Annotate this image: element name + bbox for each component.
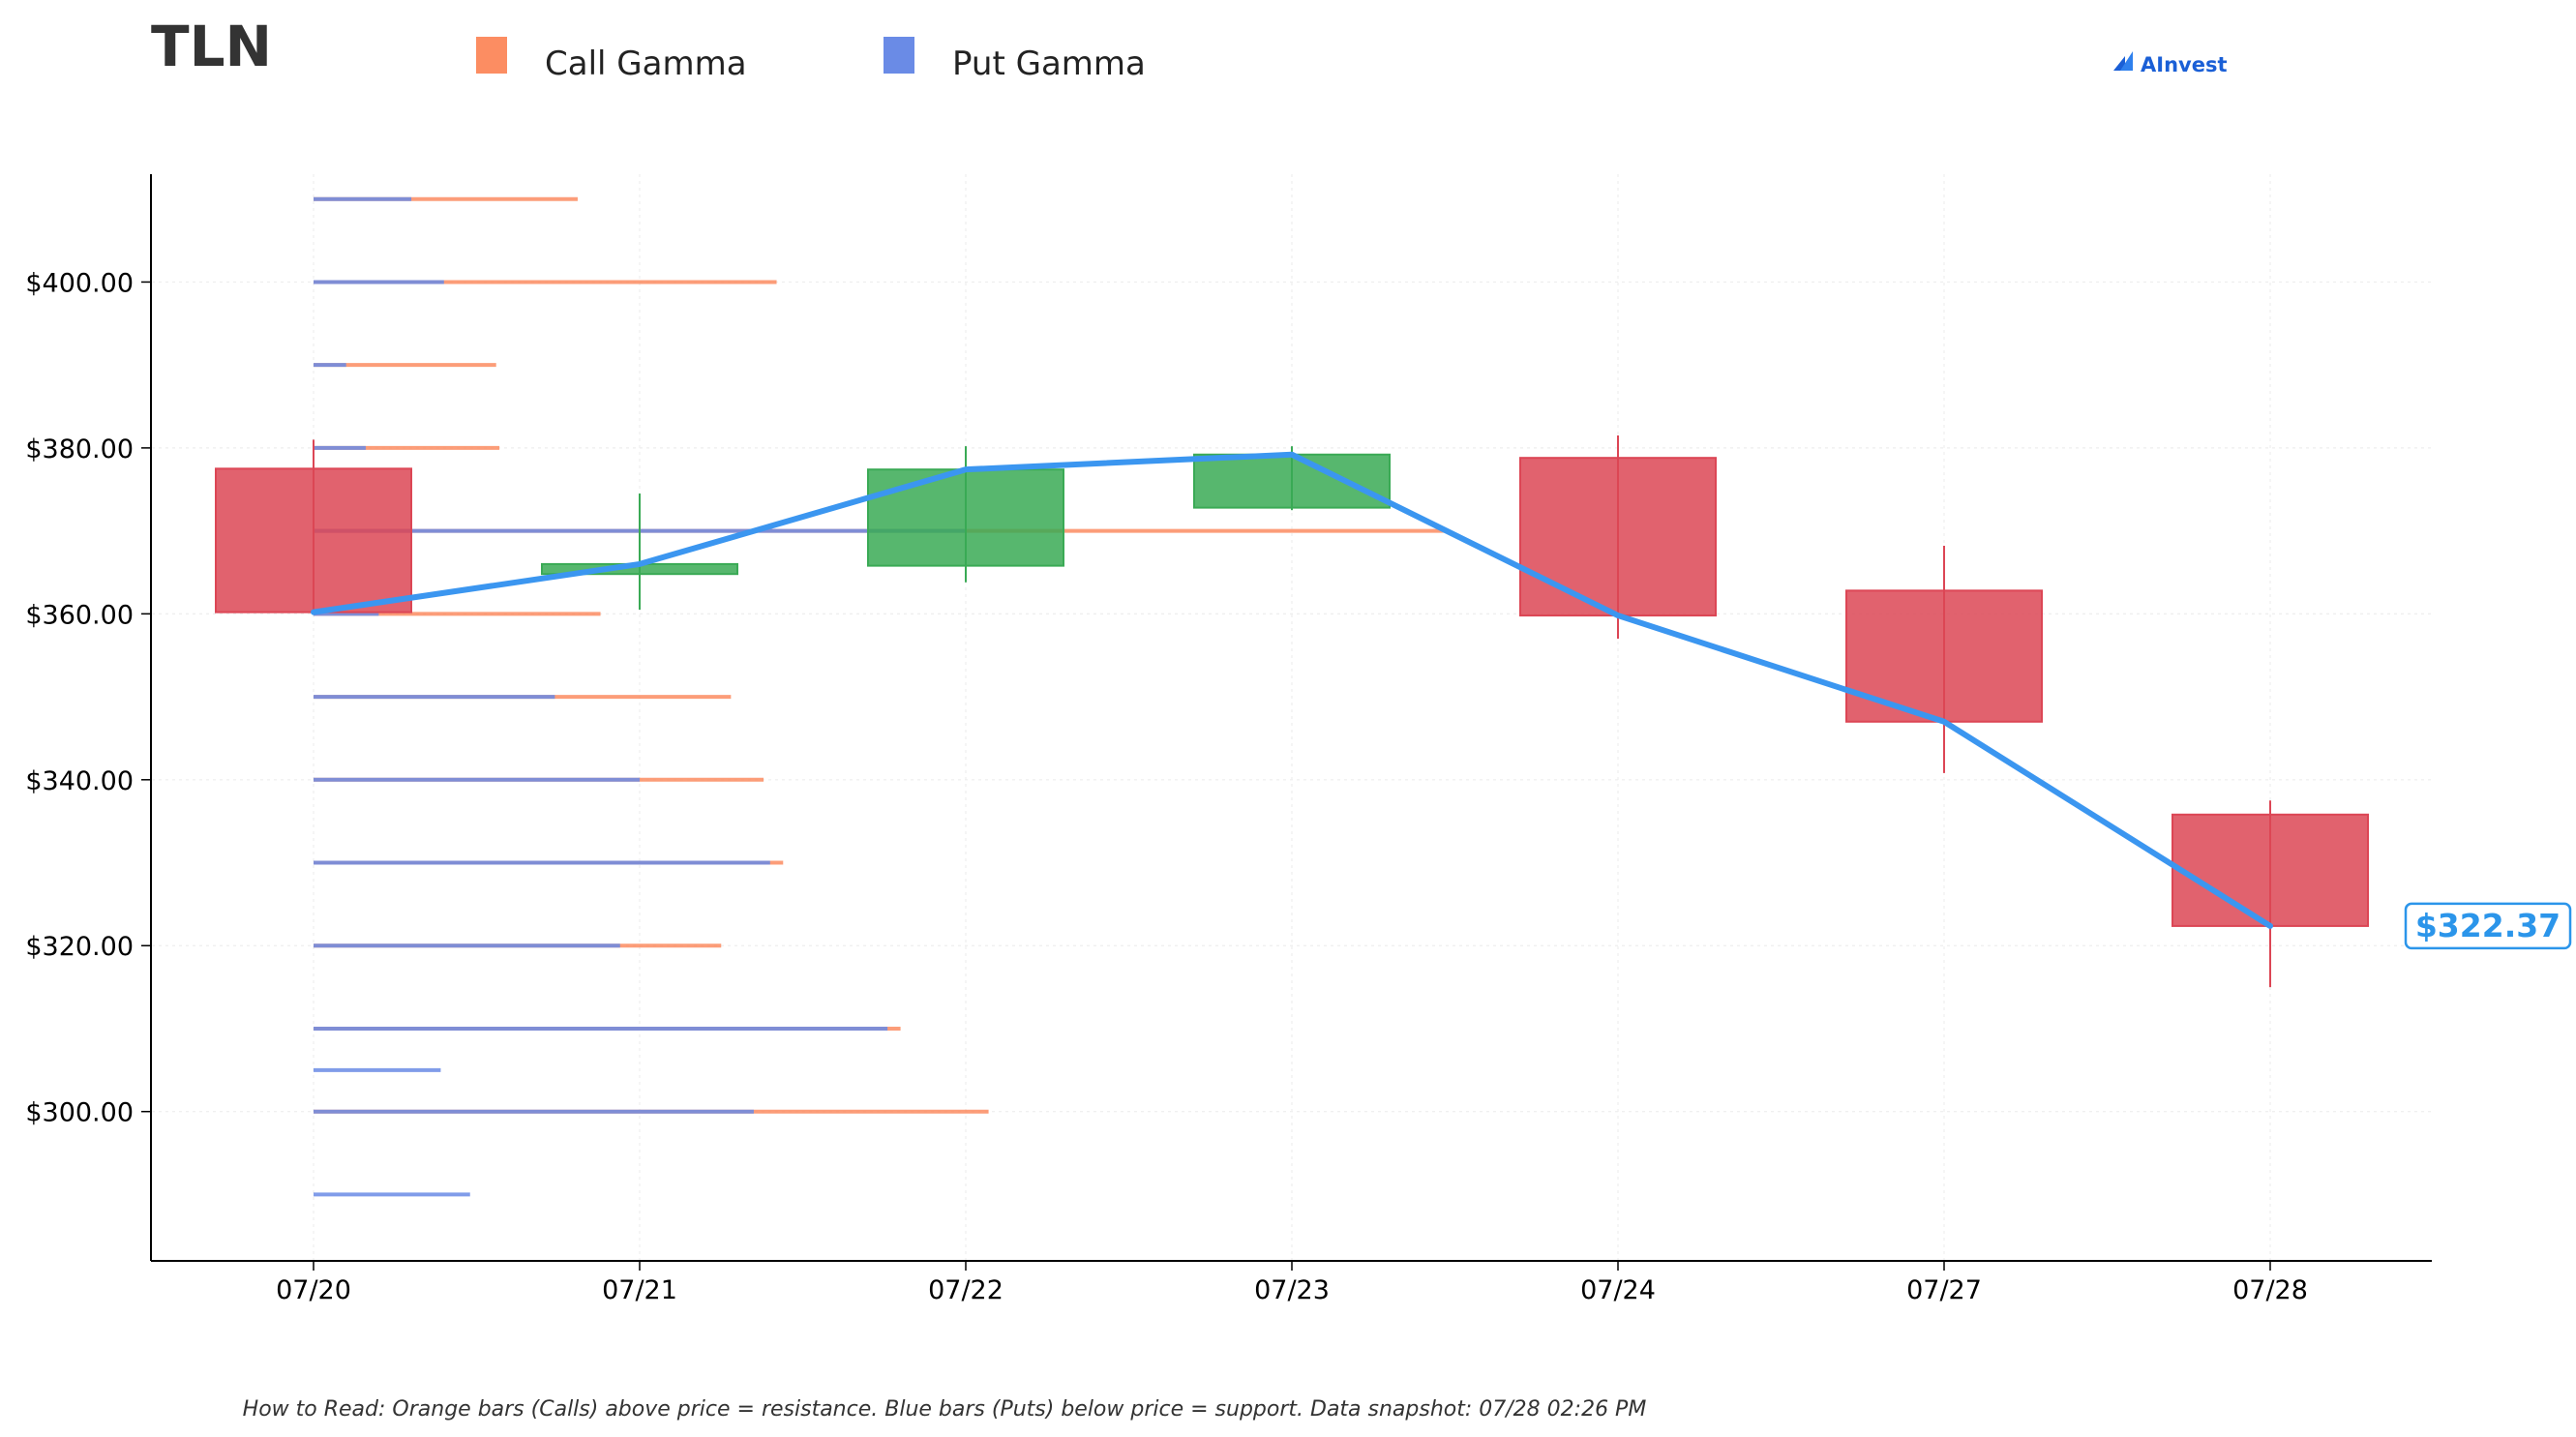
ticker-title: TLN [151,14,272,79]
candle-body-up [1193,453,1391,509]
y-axis-ticks: $300.00 $320.00 $340.00 $360.00 $380.00 $400.… [25,268,151,1128]
y-tick-label: $300.00 [25,1098,134,1128]
x-tick-label: 07/28 [2232,1275,2308,1305]
ainvest-logo-icon [2113,51,2133,71]
y-tick-label: $380.00 [25,434,134,464]
legend-label-put-gamma: Put Gamma [952,45,1146,83]
price-line [311,451,2273,929]
candle-body-down [1519,457,1717,617]
legend-swatch-call-gamma [476,37,507,74]
legend-label-call-gamma: Call Gamma [545,45,747,83]
x-tick-label: 07/23 [1254,1275,1330,1305]
x-tick-label: 07/22 [928,1275,1003,1305]
y-tick-label: $320.00 [25,932,134,962]
footnote: How to Read: Orange bars (Calls) above p… [243,1397,1647,1422]
ainvest-logo: AInvest [2113,51,2228,76]
candle-body-down [215,467,412,614]
candle-body-up [867,468,1064,567]
legend: Call Gamma Put Gamma [476,37,1146,83]
price-line-layer [311,451,2273,929]
x-tick-label: 07/27 [1906,1275,1982,1305]
y-tick-label: $360.00 [25,600,134,630]
y-tick-label: $340.00 [25,766,134,796]
legend-swatch-put-gamma [884,37,914,74]
candle-body-down [2172,813,2369,927]
x-tick-label: 07/21 [602,1275,677,1305]
ainvest-logo-text: AInvest [2141,53,2228,76]
candles [215,435,2369,988]
last-price-badge: $322.37 [2404,902,2572,950]
last-price-label: $322.37 [2415,907,2561,944]
x-tick-label: 07/20 [276,1275,351,1305]
x-tick-label: 07/24 [1580,1275,1656,1305]
y-tick-label: $400.00 [25,268,134,298]
last-price-badge-box [2404,902,2572,950]
x-axis-ticks: 07/20 07/21 07/22 07/23 07/24 07/27 07/28 [276,1261,2308,1305]
